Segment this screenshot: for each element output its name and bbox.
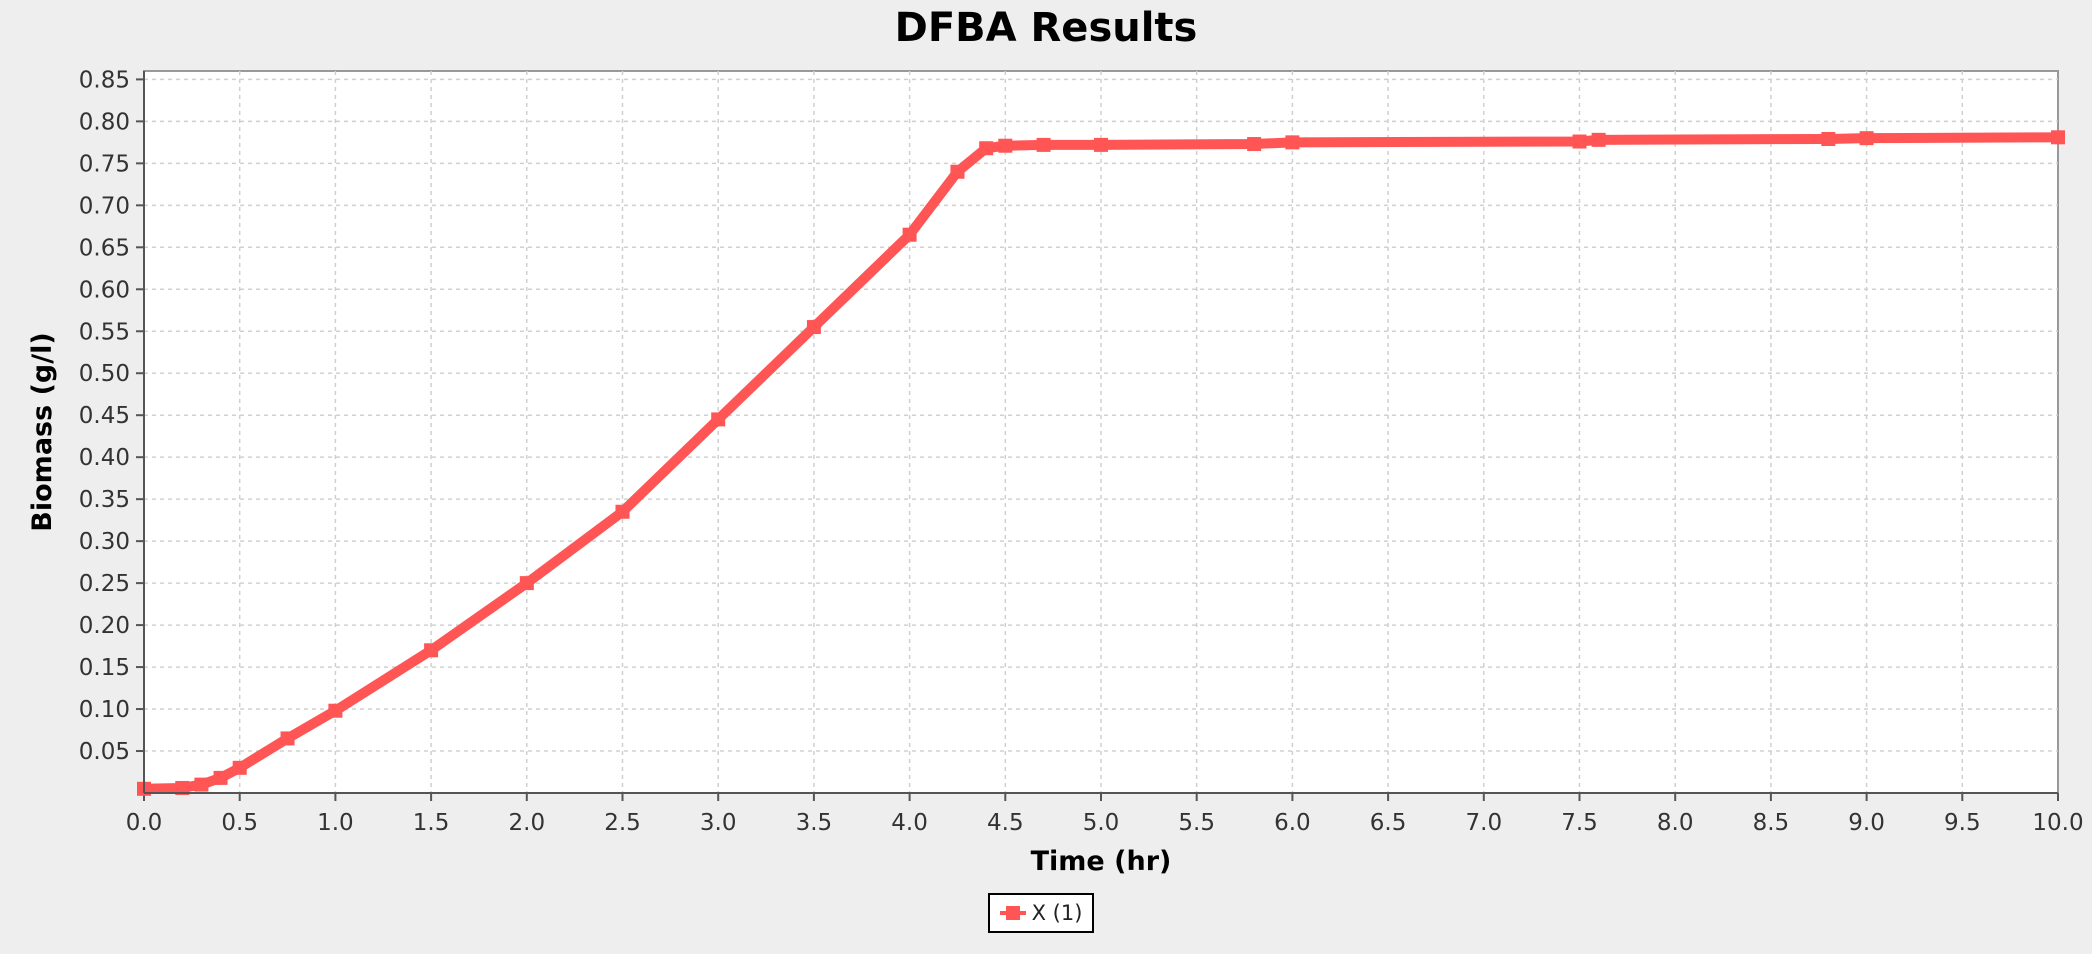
data-point	[615, 504, 630, 519]
x-tick-label: 9.5	[1944, 810, 1981, 836]
data-point	[1821, 132, 1836, 147]
y-tick-label: 0.60	[79, 277, 130, 303]
x-tick-label: 1.5	[413, 810, 450, 836]
y-tick-label: 0.80	[79, 109, 130, 135]
y-tick-label: 0.20	[79, 613, 130, 639]
series-layer	[137, 130, 2065, 796]
data-point	[950, 164, 965, 179]
data-point	[328, 703, 343, 718]
x-tick-label: 3.5	[796, 810, 833, 836]
x-tick-label: 5.5	[1178, 810, 1215, 836]
y-tick-label: 0.15	[79, 655, 130, 681]
data-point	[902, 227, 917, 242]
y-tick-label: 0.55	[79, 319, 130, 345]
x-tick-label: 1.0	[317, 810, 354, 836]
x-tick-label: 8.5	[1753, 810, 1790, 836]
data-point	[280, 731, 295, 746]
data-point	[194, 777, 209, 792]
x-axis-ticks: 0.0 0.5 1.0 1.5 2.0 2.5 3.0 3.5 4.0 4.5 5.0 5.5 6.0 6…	[126, 793, 2084, 836]
legend-label: X (1)	[1031, 901, 1083, 925]
legend-square-marker-icon	[1005, 906, 1020, 920]
y-tick-label: 0.50	[79, 361, 130, 387]
x-tick-label: 4.0	[891, 810, 928, 836]
x-axis-label: Time (hr)	[1031, 846, 1172, 877]
data-point	[998, 138, 1013, 153]
y-tick-label: 0.35	[79, 487, 130, 513]
data-point	[1859, 131, 1874, 146]
x-tick-label: 5.0	[1083, 810, 1120, 836]
y-tick-label: 0.25	[79, 571, 130, 597]
data-point	[1572, 134, 1587, 149]
y-tick-label: 0.45	[79, 403, 130, 429]
data-point	[1094, 137, 1108, 152]
data-point	[1285, 135, 1300, 150]
chart-title: DFBA Results	[894, 5, 1198, 51]
y-tick-label: 0.70	[79, 193, 130, 219]
data-point	[424, 643, 439, 658]
data-point	[711, 412, 726, 427]
y-tick-label: 0.30	[79, 529, 130, 555]
x-tick-label: 7.5	[1561, 810, 1598, 836]
x-tick-label: 2.0	[509, 810, 546, 836]
y-axis-label: Biomass (g/l)	[27, 332, 58, 531]
legend: X (1)	[988, 893, 1094, 933]
x-tick-label: 6.5	[1370, 810, 1407, 836]
y-tick-label: 0.85	[79, 67, 130, 93]
x-tick-label: 9.0	[1848, 810, 1885, 836]
data-point	[213, 770, 228, 785]
x-tick-label: 2.5	[604, 810, 641, 836]
data-point	[2051, 130, 2065, 145]
x-tick-label: 7.0	[1466, 810, 1503, 836]
data-point	[806, 320, 821, 335]
data-point	[519, 576, 534, 591]
x-tick-label: 4.5	[987, 810, 1024, 836]
x-tick-label: 6.0	[1274, 810, 1311, 836]
y-axis-ticks: 0.05 0.10 0.15 0.20 0.25 0.30 0.35 0.40 0.45 0.50…	[79, 67, 144, 765]
y-tick-label: 0.05	[79, 739, 130, 765]
grid-lines	[144, 71, 2058, 793]
y-tick-label: 0.75	[79, 151, 130, 177]
x-tick-label: 3.0	[700, 810, 737, 836]
y-tick-label: 0.40	[79, 445, 130, 471]
legend-swatch	[999, 903, 1026, 923]
x-tick-label: 0.0	[126, 810, 163, 836]
x-tick-label: 0.5	[221, 810, 258, 836]
data-point	[1591, 132, 1606, 147]
data-point	[1247, 137, 1262, 152]
y-tick-label: 0.65	[79, 235, 130, 261]
data-point	[979, 141, 994, 156]
data-point	[1036, 137, 1051, 152]
data-point	[175, 780, 190, 795]
x-tick-label: 10.0	[2032, 810, 2083, 836]
y-tick-label: 0.10	[79, 697, 130, 723]
data-point	[232, 760, 247, 775]
x-tick-label: 8.0	[1657, 810, 1694, 836]
